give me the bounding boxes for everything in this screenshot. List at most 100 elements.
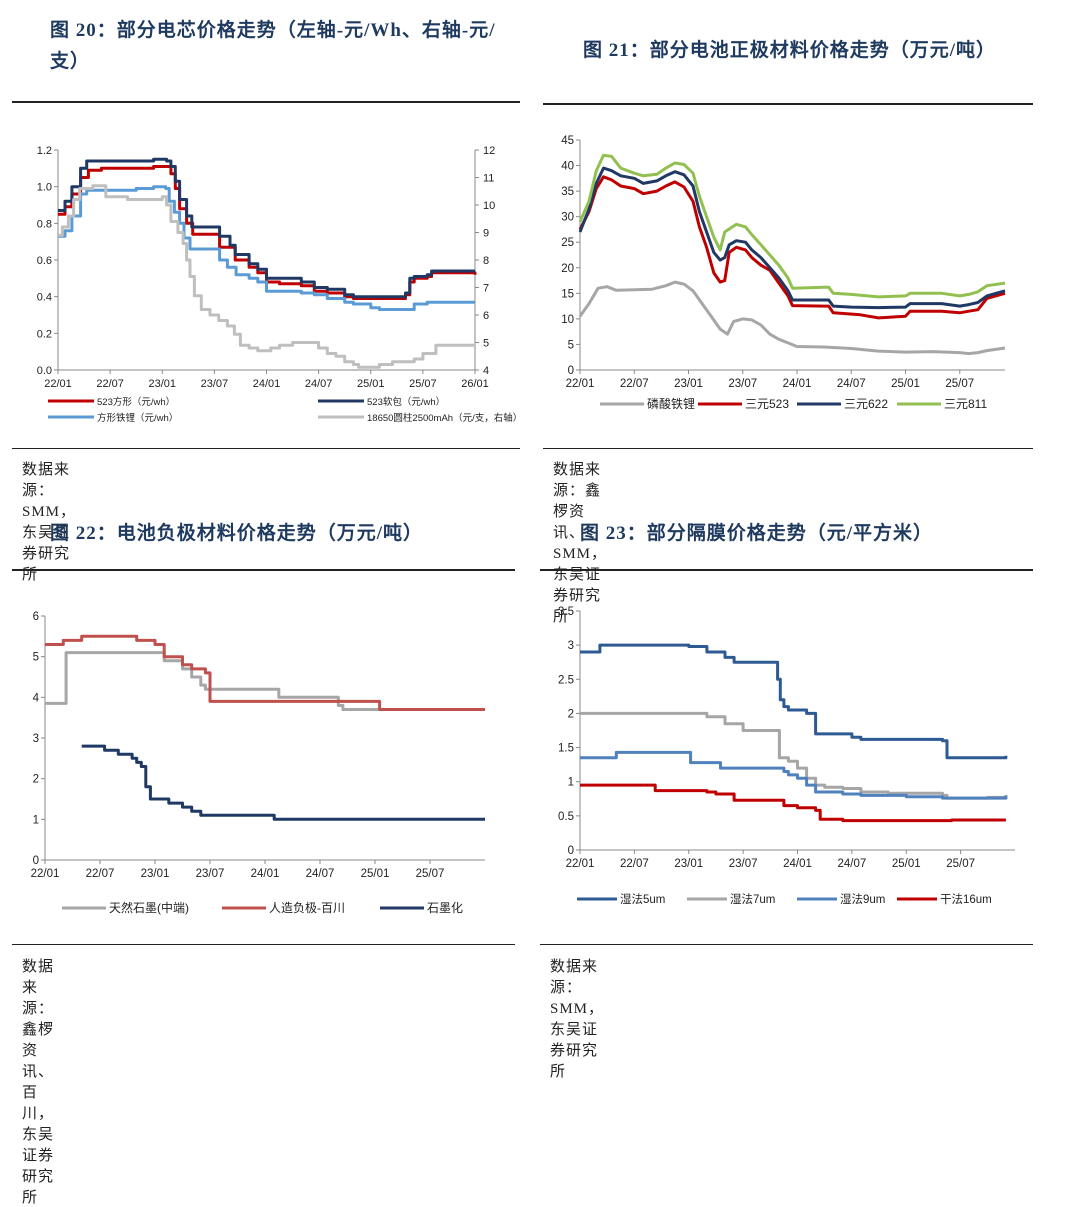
- figure-21-bottom-rule: [543, 448, 1033, 449]
- x-tick-label: 24/07: [837, 858, 866, 870]
- y2-tick-label: 7: [483, 283, 489, 295]
- x-tick-label: 22/07: [620, 378, 649, 390]
- x-tick-label: 23/01: [674, 858, 703, 870]
- x-tick-label: 26/01: [461, 378, 489, 390]
- y2-tick-label: 8: [483, 255, 489, 267]
- x-tick-label: 25/07: [945, 378, 974, 390]
- y-tick-label: 0.0: [37, 365, 52, 377]
- y-tick-label: 5: [33, 652, 39, 664]
- series-line-4: [580, 783, 1006, 823]
- series-line-2: [45, 634, 485, 711]
- y-tick-label: 25: [561, 237, 574, 249]
- y2-tick-label: 5: [483, 338, 489, 350]
- y-tick-label: 1.0: [37, 182, 52, 194]
- figure-23-title: 图 23：部分隔膜价格走势（元/平方米）: [580, 523, 934, 544]
- y-tick-label: 1: [33, 814, 39, 826]
- figure-22-chart: 0 1 2 3 4 5 6 22/01 22/07 23/01 23/07 24/01 24/07 25/…: [31, 611, 485, 915]
- series-line-3: [580, 750, 1008, 800]
- figure-21-source: 数据来源：鑫椤资讯、SMM，东吴证券研究所: [553, 462, 608, 625]
- y-tick-label: 4: [33, 692, 40, 704]
- series-line-1: [578, 280, 1006, 356]
- x-tick-label: 24/01: [251, 868, 280, 880]
- y-tick-label: 0: [568, 845, 574, 857]
- x-tick-label: 25/07: [946, 858, 975, 870]
- y-tick-label: 1: [568, 777, 574, 789]
- legend-label-4: 三元811: [944, 397, 987, 411]
- y-tick-label: 0.8: [37, 218, 52, 230]
- y2-tick-label: 10: [483, 200, 495, 212]
- y-tick-label: 3.5: [558, 606, 574, 618]
- legend-label-4: 干法16um: [940, 892, 992, 906]
- figure-22-top-rule: [12, 569, 515, 571]
- figure-21-title: 图 21：部分电池正极材料价格走势（万元/吨）: [583, 40, 997, 61]
- figure-20-top-rule: [12, 101, 520, 103]
- y-tick-label: 5: [568, 339, 574, 351]
- y-tick-label: 6: [33, 611, 39, 623]
- y-tick-label: 45: [561, 135, 574, 147]
- series-line-3: [578, 166, 1006, 310]
- figure-23-chart: 0 0.5 1 1.5 2 2.5 3 3.5 22/01 22/07 23/01 23/07 24/0…: [558, 606, 1015, 906]
- y-tick-label: 20: [561, 263, 574, 275]
- x-tick-label: 25/07: [409, 378, 437, 390]
- x-tick-label: 24/07: [305, 378, 333, 390]
- series-line-3: [81, 744, 485, 821]
- legend-label-3: 石墨化: [427, 901, 463, 915]
- x-tick-label: 22/07: [620, 858, 649, 870]
- figure-23-source: 数据来源：SMM，东吴证券研究所: [550, 959, 605, 1080]
- legend-label-3: 湿法9um: [840, 892, 885, 906]
- x-tick-label: 25/01: [357, 378, 385, 390]
- x-tick-label: 23/07: [729, 858, 758, 870]
- y-tick-label: 2: [33, 774, 39, 786]
- y2-tick-label: 11: [483, 173, 494, 185]
- x-tick-label: 24/07: [837, 378, 866, 390]
- figure-22-title: 图 22：电池负极材料价格走势（万元/吨）: [50, 523, 424, 544]
- y-tick-label: 35: [561, 186, 574, 198]
- x-tick-label: 23/01: [141, 868, 170, 880]
- y2-tick-label: 9: [483, 228, 489, 240]
- x-tick-label: 23/07: [728, 378, 757, 390]
- y-tick-label: 1.2: [37, 145, 52, 157]
- series-line-4: [58, 184, 475, 369]
- x-tick-label: 22/01: [44, 378, 72, 390]
- figure-22-bottom-rule: [12, 944, 515, 945]
- figure-20-bottom-rule: [12, 448, 520, 449]
- x-tick-label: 22/07: [86, 868, 115, 880]
- y-tick-label: 1.5: [558, 743, 574, 755]
- x-tick-label: 22/07: [96, 378, 124, 390]
- figure-20-chart: 0.0 0.2 0.4 0.6 0.8 1.0 1.2 4 5 6 7 8 9 10 11 12 22/01 22…: [37, 145, 520, 424]
- x-tick-label: 23/01: [674, 378, 703, 390]
- x-tick-label: 25/07: [416, 868, 445, 880]
- x-tick-label: 25/01: [891, 378, 920, 390]
- y-tick-label: 3: [568, 640, 574, 652]
- y-tick-label: 0: [568, 365, 574, 377]
- y-tick-label: 0.2: [37, 328, 52, 340]
- series-line-1: [580, 643, 1008, 760]
- y-tick-label: 2.5: [558, 674, 574, 686]
- figure-23-top-rule: [540, 569, 1033, 571]
- x-tick-label: 22/01: [566, 858, 595, 870]
- x-tick-label: 25/01: [892, 858, 921, 870]
- y-tick-label: 0.6: [37, 255, 52, 267]
- legend-label-2: 湿法7um: [730, 892, 775, 906]
- y2-tick-label: 6: [483, 310, 489, 322]
- x-tick-label: 23/07: [196, 868, 225, 880]
- legend-label-4: 18650圆柱2500mAh（元/支，右轴）: [367, 412, 520, 424]
- legend-label-1: 湿法5um: [620, 892, 665, 906]
- series-line-2: [580, 711, 1008, 800]
- y-tick-label: 30: [561, 212, 574, 224]
- legend-label-2: 人造负极-百川: [269, 901, 345, 915]
- y-tick-label: 15: [561, 288, 574, 300]
- figure-23-bottom-rule: [540, 944, 1033, 945]
- figure-20-title: 图 20：部分电芯价格走势（左轴-元/Wh、右轴-元/支）: [50, 20, 496, 72]
- x-tick-label: 24/01: [783, 858, 812, 870]
- y-tick-label: 0.5: [558, 811, 574, 823]
- legend-label-1: 磷酸铁锂: [647, 396, 695, 411]
- x-tick-label: 22/01: [31, 868, 60, 880]
- series-line-3: [58, 185, 475, 311]
- y-tick-label: 0.4: [37, 292, 52, 304]
- legend-label-1: 天然石墨(中端): [109, 900, 189, 915]
- figure-21-top-rule: [543, 103, 1033, 105]
- legend-label-1: 523方形（元/wh）: [97, 396, 175, 408]
- x-tick-label: 23/01: [148, 378, 176, 390]
- y-tick-label: 0: [33, 855, 39, 867]
